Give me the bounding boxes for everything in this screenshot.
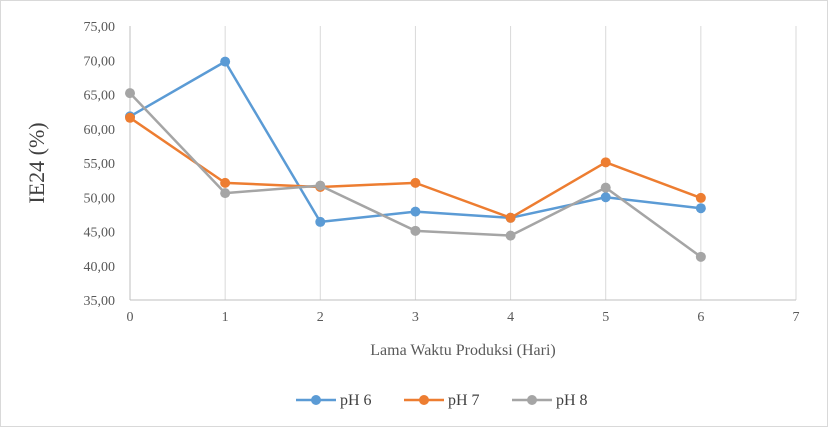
series-layer (125, 56, 706, 262)
data-point-ph-7 (220, 177, 231, 188)
data-point-ph-8 (505, 230, 516, 241)
y-tick-label: 55,00 (84, 157, 116, 172)
x-tick-label: 1 (222, 310, 229, 325)
data-point-ph-7 (695, 192, 706, 203)
data-point-ph-6 (220, 56, 231, 67)
x-tick-label: 7 (793, 310, 800, 325)
data-point-ph-7 (505, 212, 516, 223)
legend: pH 6 pH 7 pH 8 (296, 392, 588, 409)
y-tick-label: 40,00 (84, 260, 116, 275)
legend-label: pH 6 (340, 392, 372, 409)
y-axis-title: IE24 (%) (24, 122, 49, 203)
y-tick-label: 70,00 (84, 54, 116, 69)
data-point-ph-7 (600, 157, 611, 168)
data-point-ph-8 (695, 251, 706, 262)
data-point-ph-7 (410, 177, 421, 188)
legend-label: pH 7 (448, 392, 480, 409)
gridlines (224, 26, 797, 300)
x-tick-label: 3 (412, 310, 419, 325)
data-point-ph-6 (315, 216, 326, 227)
y-tick-label: 45,00 (84, 226, 116, 241)
y-tick-label: 60,00 (84, 123, 116, 138)
legend-item-ph-7: pH 7 (404, 392, 480, 409)
data-point-ph-8 (125, 88, 135, 99)
data-point-ph-6 (410, 206, 421, 217)
legend-item-ph-8: pH 8 (512, 392, 588, 409)
data-point-ph-8 (600, 182, 611, 193)
y-tick-label: 65,00 (84, 89, 116, 104)
data-point-ph-8 (220, 188, 231, 199)
x-tick-label: 0 (127, 310, 134, 325)
legend-label: pH 8 (556, 392, 588, 409)
legend-swatch-marker (419, 395, 429, 405)
y-tick-label: 35,00 (84, 294, 116, 309)
legend-swatch-marker (311, 395, 321, 405)
x-tick-label: 4 (507, 310, 514, 325)
axes: 0 1 2 3 4 5 6 7 35,00 40,00 45,00 50,00 55,00 60,00 65… (84, 20, 800, 325)
data-point-ph-7 (125, 112, 135, 123)
series-ph-8 (125, 88, 706, 262)
legend-swatch-marker (527, 395, 537, 405)
x-tick-label: 2 (317, 310, 324, 325)
data-point-ph-8 (410, 225, 421, 236)
x-tick-label: 5 (602, 310, 609, 325)
data-point-ph-6 (695, 203, 706, 214)
legend-item-ph-6: pH 6 (296, 392, 372, 409)
x-axis-title: Lama Waktu Produksi (Hari) (370, 342, 555, 359)
x-tick-label: 6 (697, 310, 704, 325)
y-tick-label: 50,00 (84, 191, 116, 206)
data-point-ph-6 (600, 192, 611, 203)
y-tick-label: 75,00 (84, 20, 116, 35)
data-point-ph-8 (315, 180, 326, 191)
